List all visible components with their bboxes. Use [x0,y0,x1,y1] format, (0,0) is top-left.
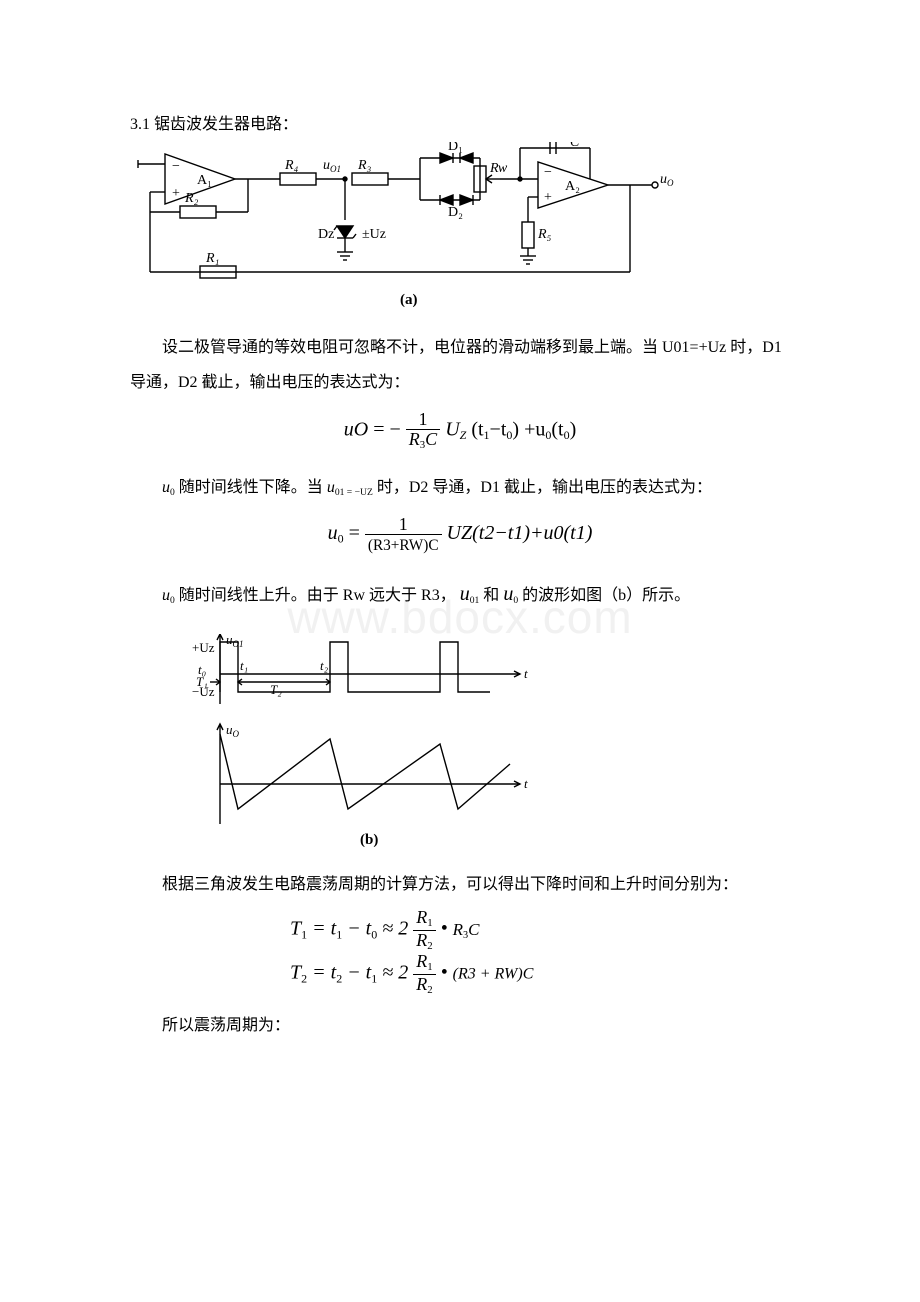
svg-text:D₂: D₂ [448,205,463,220]
svg-text:t₂: t₂ [320,658,329,673]
svg-text:uO: uO [226,722,240,739]
para-4: 根据三角波发生电路震荡周期的计算方法，可以得出下降时间和上升时间分别为： [130,867,790,902]
svg-text:t: t [524,776,528,791]
para-1: 设二极管导通的等效电阻可忽略不计，电位器的滑动端移到最上端。当 U01=+Uz … [130,330,790,400]
svg-text:R₂: R₂ [184,191,199,206]
fig-a-caption: (a) [400,292,418,308]
para-5: 所以震荡周期为： [130,1008,790,1043]
svg-text:t₁: t₁ [240,658,248,673]
svg-text:T₁: T₁ [196,674,208,689]
svg-text:D₁: D₁ [448,142,463,154]
svg-text:±Uᴢ: ±Uᴢ [362,227,386,242]
svg-text:R₄: R₄ [284,158,299,173]
svg-text:−: − [172,159,180,174]
fig-b-caption: (b) [360,832,378,848]
circuit-svg: A₁ − + R₂ R₄ [130,142,690,312]
svg-text:uO1: uO1 [323,158,341,174]
svg-text:+: + [172,186,180,201]
svg-text:R₁: R₁ [205,251,219,266]
svg-text:R₅: R₅ [537,227,552,242]
figure-b: uO1 +Uᴢ −Uᴢ t₀ t t₁ t₂ T₁ T₂ [190,634,790,849]
svg-text:T₂: T₂ [270,682,282,697]
para-3: u0 随时间线性上升。由于 Rw 远大于 R3， u01 和 u0 的波形如图（… [130,572,790,616]
svg-text:−: − [544,165,552,180]
equation-2: u0 = 1 (R3+RW)C UZ(t2−t1)+u0(t1) [130,515,790,554]
svg-text:t: t [524,666,528,681]
figure-a: A₁ − + R₂ R₄ [130,142,790,312]
waveform-svg: uO1 +Uᴢ −Uᴢ t₀ t t₁ t₂ T₁ T₂ [190,634,550,849]
svg-text:+Uᴢ: +Uᴢ [192,640,215,655]
para-2: u0 随时间线性下降。当 u01 = −UZ 时，D2 导通，D1 截止，输出电… [130,470,790,505]
svg-text:Dz: Dz [318,227,334,242]
svg-text:A₂: A₂ [565,179,580,194]
svg-text:+: + [544,190,552,205]
section-heading: 3.1 锯齿波发生器电路： [130,110,790,134]
equation-3: T1 = t1 − t0 ≈ 2 R1 R2 • R3C T2 = t2 − t… [290,908,790,996]
equation-1: uO = − 1 R3C UZ (t1−t0) +u0(t0) [130,410,790,451]
svg-text:Rᴡ: Rᴡ [489,161,508,176]
svg-text:uO: uO [660,172,674,188]
svg-text:R₃: R₃ [357,158,372,173]
svg-text:C: C [570,142,580,150]
svg-text:A₁: A₁ [197,173,212,188]
